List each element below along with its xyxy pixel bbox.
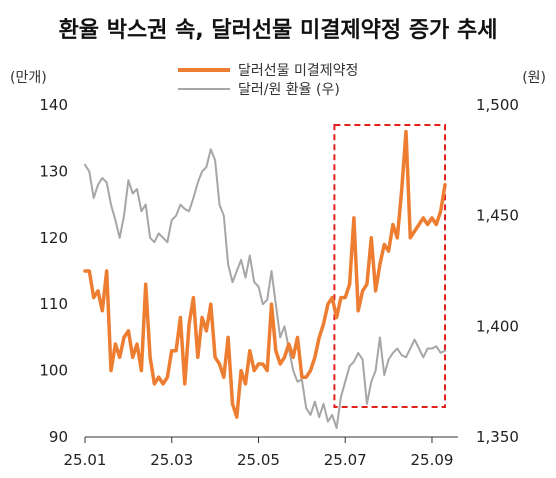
left-tick-label: 120 bbox=[39, 229, 68, 247]
x-tick-label: 25.07 bbox=[324, 451, 367, 469]
series-line-futures bbox=[83, 129, 447, 419]
highlight-box bbox=[333, 124, 446, 408]
left-tick-label: 100 bbox=[39, 362, 68, 380]
x-tick-label: 25.03 bbox=[150, 451, 193, 469]
x-tick-label: 25.05 bbox=[237, 451, 280, 469]
right-tick-label: 1,500 bbox=[476, 96, 519, 114]
left-unit-label: (만개) bbox=[10, 70, 47, 86]
x-tick-label: 25.09 bbox=[411, 451, 454, 469]
legend-label-futures: 달러선물 미결제약정 bbox=[238, 63, 358, 79]
left-tick-label: 90 bbox=[49, 428, 68, 446]
right-unit-label: (원) bbox=[522, 70, 546, 86]
right-tick-label: 1,450 bbox=[476, 207, 519, 225]
x-tick-label: 25.01 bbox=[64, 451, 107, 469]
left-tick-label: 130 bbox=[39, 162, 68, 180]
right-tick-label: 1,350 bbox=[476, 428, 519, 446]
legend-label-fx: 달러/원 환율 (우) bbox=[238, 82, 340, 98]
chart-title: 환율 박스권 속, 달러선물 미결제약정 증가 추세 bbox=[58, 18, 498, 43]
series-line-fx bbox=[84, 148, 446, 430]
right-tick-label: 1,400 bbox=[476, 317, 519, 335]
left-tick-label: 140 bbox=[39, 96, 68, 114]
left-tick-label: 110 bbox=[39, 295, 68, 313]
